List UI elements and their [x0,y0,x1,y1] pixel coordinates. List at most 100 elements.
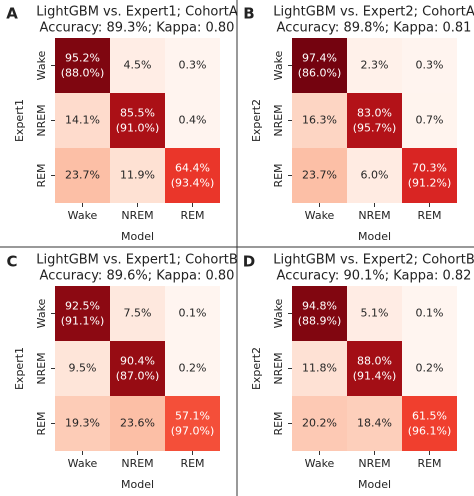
cell-label: 16.3% [302,114,337,127]
cell-sublabel: (87.0%) [116,370,160,383]
heatmap-cell [110,148,165,203]
cell-sublabel: (91.0%) [116,122,160,135]
heatmap-cell [55,38,110,93]
y-tick-label: REM [35,411,48,435]
x-tick-label: REM [417,209,441,222]
heatmap-cell [292,93,347,148]
cell-label: 57.1% [175,410,210,423]
cell-label: 6.0% [361,169,389,182]
y-axis-label: Expert1 [13,99,26,142]
cell-label: 23.7% [65,169,100,182]
heatmap-cell [402,148,457,203]
y-tick-label: Wake [35,50,48,80]
heatmap-cell [55,341,110,396]
cell-sublabel: (91.4%) [353,370,397,383]
x-axis-label: Model [121,230,154,243]
chart-subtitle: Accuracy: 89.6%; Kappa: 0.80 [40,269,235,284]
chart-title: LightGBM vs. Expert1; CohortA [36,5,238,20]
heatmap-cell [347,396,402,451]
x-tick-label: NREM [121,457,153,470]
heatmap-cell [402,286,457,341]
heatmap-cell [402,396,457,451]
cell-label: 97.4% [302,52,337,65]
heatmap-cell [165,286,220,341]
chart-title: LightGBM vs. Expert2; CohortB [273,253,474,268]
heatmap-cell [347,93,402,148]
cell-sublabel: (97.0%) [171,425,215,438]
heatmap-cell [165,341,220,396]
y-tick-label: Wake [272,298,285,328]
chart-subtitle: Accuracy: 89.3%; Kappa: 0.80 [40,21,235,36]
cell-label: 92.5% [65,300,100,313]
heatmap-cell [292,341,347,396]
x-axis-label: Model [358,230,391,243]
cell-label: 0.7% [416,114,444,127]
x-axis-label: Model [121,478,154,491]
heatmap-cell [347,341,402,396]
heatmap-cell [347,148,402,203]
y-tick-label: NREM [272,352,285,384]
chart-subtitle: Accuracy: 90.1%; Kappa: 0.82 [277,269,472,284]
y-tick-label: Wake [272,50,285,80]
cell-label: 5.1% [361,307,389,320]
x-tick-label: REM [180,457,204,470]
cell-label: 61.5% [412,410,447,423]
heatmap-cell [165,93,220,148]
cell-label: 23.6% [120,417,155,430]
y-tick-label: REM [272,163,285,187]
cell-label: 20.2% [302,417,337,430]
y-tick-label: NREM [35,104,48,136]
chart-subtitle: Accuracy: 89.8%; Kappa: 0.81 [277,21,472,36]
y-axis-label: Expert2 [250,347,263,390]
cell-sublabel: (91.2%) [408,177,452,190]
cell-sublabel: (93.4%) [171,177,215,190]
heatmap-cell [55,286,110,341]
cell-label: 0.3% [179,59,207,72]
panel-label: D [243,253,255,271]
cell-label: 90.4% [120,355,155,368]
x-tick-label: NREM [121,209,153,222]
cell-label: 88.0% [357,355,392,368]
cell-label: 11.9% [120,169,155,182]
cell-label: 0.3% [416,59,444,72]
cell-sublabel: (96.1%) [408,425,452,438]
y-tick-label: Wake [35,298,48,328]
cell-label: 19.3% [65,417,100,430]
heatmap-cell [165,396,220,451]
y-axis-label: Expert1 [13,347,26,390]
panel-label: C [6,253,17,271]
y-tick-label: NREM [35,352,48,384]
x-tick-label: REM [417,457,441,470]
heatmap-cell [110,38,165,93]
heatmap-cell [402,93,457,148]
heatmap-cell [55,93,110,148]
cell-label: 14.1% [65,114,100,127]
cell-label: 0.2% [179,362,207,375]
cell-label: 2.3% [361,59,389,72]
x-tick-label: Wake [68,209,98,222]
cell-label: 64.4% [175,162,210,175]
cell-label: 83.0% [357,107,392,120]
chart-title: LightGBM vs. Expert2; CohortA [273,5,474,20]
cell-label: 0.1% [416,307,444,320]
heatmap-cell [347,286,402,341]
cell-label: 23.7% [302,169,337,182]
x-tick-label: Wake [305,209,335,222]
cell-label: 9.5% [69,362,97,375]
cell-label: 0.4% [179,114,207,127]
panel-label: A [6,5,18,23]
cell-sublabel: (86.0%) [298,67,342,80]
heatmap-cell [292,396,347,451]
y-tick-label: NREM [272,104,285,136]
chart-title: LightGBM vs. Expert1; CohortB [36,253,237,268]
cell-label: 95.2% [65,52,100,65]
x-tick-label: Wake [305,457,335,470]
panel-label: B [243,5,254,23]
x-tick-label: REM [180,209,204,222]
heatmap-cell [292,148,347,203]
y-tick-label: REM [35,163,48,187]
x-axis-label: Model [358,478,391,491]
heatmap-cell [55,396,110,451]
cell-label: 18.4% [357,417,392,430]
